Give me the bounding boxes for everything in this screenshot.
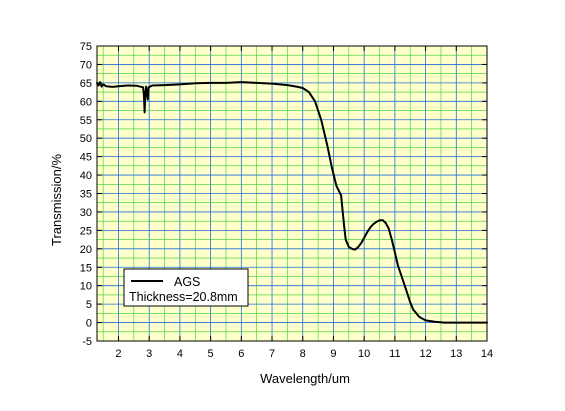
y-tick-label: 65	[80, 78, 92, 90]
x-tick-label: 7	[269, 348, 275, 360]
x-tick-label: 13	[450, 348, 462, 360]
y-tick-label: 10	[80, 281, 92, 293]
axis-ticks: 2 3 4 5 6 7 8 9 10 11 12 13 14-505101520253035404550…	[80, 41, 493, 360]
y-tick-label: -5	[82, 336, 92, 348]
grid	[97, 46, 488, 341]
x-tick-label: 6	[238, 348, 244, 360]
x-tick-label: 4	[177, 348, 183, 360]
y-tick-label: 40	[80, 170, 92, 182]
y-tick-label: 0	[86, 318, 92, 330]
legend-series-label: AGS	[174, 275, 200, 289]
x-tick-label: 5	[208, 348, 214, 360]
x-tick-label: 8	[300, 348, 306, 360]
x-axis-title: Wavelength/um	[260, 371, 350, 386]
x-tick-label: 14	[481, 348, 493, 360]
y-tick-label: 15	[80, 262, 92, 274]
y-tick-label: 70	[80, 59, 92, 71]
y-tick-label: 75	[80, 41, 92, 53]
legend-box	[123, 268, 249, 307]
y-tick-label: 25	[80, 225, 92, 237]
x-tick-label: 12	[419, 348, 431, 360]
legend-note: Thickness=20.8mm	[129, 290, 238, 304]
y-tick-label: 55	[80, 115, 92, 127]
y-tick-label: 20	[80, 244, 92, 256]
series-layer	[96, 81, 488, 324]
y-tick-label: 30	[80, 207, 92, 219]
x-tick-label: 10	[358, 348, 370, 360]
y-tick-label: 50	[80, 133, 92, 145]
y-tick-label: 60	[80, 96, 92, 108]
y-tick-label: 5	[86, 299, 92, 311]
x-tick-label: 2	[115, 348, 121, 360]
x-tick-label: 3	[146, 348, 152, 360]
y-axis-title: Transmission/%	[49, 154, 64, 246]
y-tick-label: 35	[80, 189, 92, 201]
x-tick-label: 11	[389, 348, 400, 360]
x-tick-label: 9	[330, 348, 336, 360]
legend: AGS Thickness=20.8mm	[123, 268, 249, 307]
series-line-ags	[96, 81, 488, 324]
y-tick-label: 45	[80, 152, 92, 164]
